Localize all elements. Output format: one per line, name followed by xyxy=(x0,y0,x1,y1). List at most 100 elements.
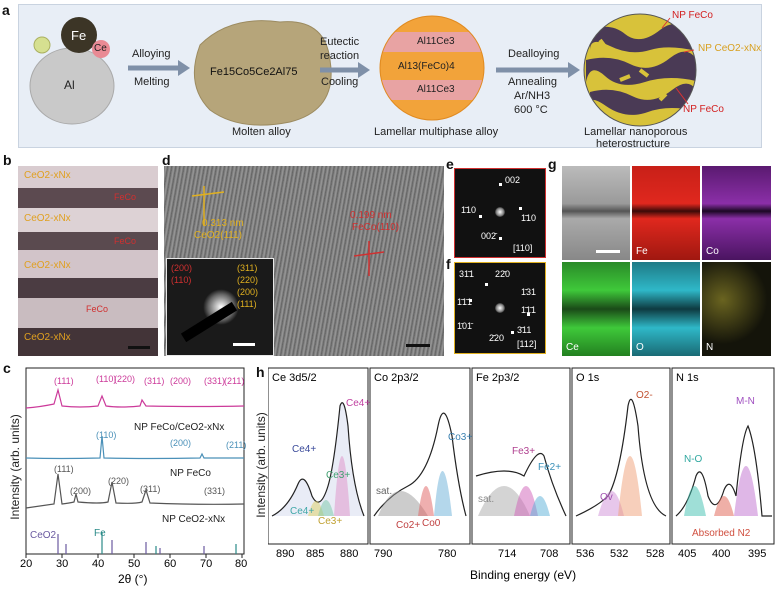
f-spot-2: 1̄31 xyxy=(521,287,537,297)
o-lbl-0: O2- xyxy=(636,390,653,401)
ce-label: Ce xyxy=(94,43,107,54)
n-lbl-0: N-O xyxy=(684,454,703,465)
panel-g-label: g xyxy=(548,156,557,172)
fe-lbl-2: Fe2+ xyxy=(538,462,562,473)
panel-e-fft: 002 1̄10 1̄10 002̄ [110] xyxy=(454,168,546,258)
panel-b-label: b xyxy=(3,152,12,168)
grey-peak-2: (220) xyxy=(108,476,130,486)
lamellar-band2: Al13(FeCo)4 xyxy=(398,61,455,72)
d-spacing-1: 0.313 nm xyxy=(202,218,244,229)
ce-lbl-0: Ce4+ xyxy=(292,444,317,455)
nano-label-bot: NP FeCo xyxy=(683,104,724,115)
step3-top: Dealloying xyxy=(508,48,560,60)
e-spot-110a: 1̄10 xyxy=(461,205,477,215)
ce-sphere-small xyxy=(33,36,51,54)
f-spot-0: 31̄1 xyxy=(459,269,475,279)
panel-a-label: a xyxy=(2,2,10,18)
trace-grey xyxy=(25,473,245,509)
nanoporous-sphere xyxy=(584,14,696,126)
lamellar-band3: Al11Ce3 xyxy=(417,84,455,95)
grey-peak-0: (111) xyxy=(54,464,74,474)
b-layer-2: CeO2-xNx xyxy=(24,213,71,224)
fe-label: Fe xyxy=(71,28,87,43)
xrd-xtick-50: 50 xyxy=(128,558,141,570)
xrd-xtick-40: 40 xyxy=(92,558,105,570)
co-lbl-2: Co2+ xyxy=(396,520,421,531)
blue-peak-1: (200) xyxy=(170,438,192,448)
panel-e-label: e xyxy=(446,156,454,172)
step2-bottom: Cooling xyxy=(321,76,359,88)
f-spot-3: 1̄1̄1 xyxy=(457,297,473,307)
pink-peak-0: (111) xyxy=(54,376,74,386)
xps-ylabel: Intensity (arb. units) xyxy=(254,412,268,518)
o-lbl-1: Ov xyxy=(600,492,613,503)
blue-peak-2: (211) xyxy=(226,440,247,450)
saed-left-2: (110) xyxy=(171,275,192,285)
xps-title-ce: Ce 3d5/2 xyxy=(272,372,317,384)
trace-pink xyxy=(25,387,245,409)
ref-label-ceo2: CeO2 xyxy=(30,530,57,541)
grey-peak-1: (200) xyxy=(70,486,92,496)
map-ce: Ce xyxy=(562,262,630,356)
nano-caption1: Lamellar nanoporous xyxy=(584,126,688,138)
panel-h-xps xyxy=(268,367,775,545)
step3-l3: 600 °C xyxy=(514,104,548,116)
panel-f-fft: 31̄1 22̄0 1̄31 1̄1̄1 1̄1̄1 1̄01̄ 2̄20 3̄… xyxy=(454,262,546,354)
fe-tick-0: 714 xyxy=(498,548,517,560)
o-tick-0: 536 xyxy=(576,548,595,560)
pink-peak-5: (331) xyxy=(204,376,226,386)
molten-formula: Fe15Co5Ce2Al75 xyxy=(210,66,298,78)
map-n: N xyxy=(702,262,771,356)
saed-right-4: (111) xyxy=(237,299,257,309)
xrd-xtick-60: 60 xyxy=(164,558,177,570)
pink-peak-1: (110) xyxy=(96,374,117,384)
molten-caption: Molten alloy xyxy=(232,126,291,138)
n-tick-2: 395 xyxy=(748,548,767,560)
fe-lbl-1: Fe3+ xyxy=(512,446,536,457)
nano-caption2: heterostructure xyxy=(596,138,670,150)
map-fe-label: Fe xyxy=(636,246,648,257)
map-o: O xyxy=(632,262,700,356)
panel-b-image: CeO2-xNx FeCo CeO2-xNx FeCo CeO2-xNx FeC… xyxy=(18,166,158,356)
molten-alloy-blob xyxy=(193,20,332,126)
f-spot-7: 3̄11 xyxy=(517,325,532,335)
b-layer-0: CeO2-xNx xyxy=(24,170,71,181)
f-spot-1: 22̄0 xyxy=(495,269,511,279)
xps-title-fe: Fe 2p3/2 xyxy=(476,372,520,384)
e-spot-002bar: 002̄ xyxy=(481,231,497,241)
step1-bottom: Melting xyxy=(134,76,170,88)
map-co-label: Co xyxy=(706,246,719,257)
saed-right-1: (311) xyxy=(237,263,258,273)
xrd-xtick-70: 70 xyxy=(200,558,213,570)
step1-top: Alloying xyxy=(132,48,171,60)
panel-c-label: c xyxy=(3,360,11,376)
b-layer-1: FeCo xyxy=(114,192,137,202)
co-tick-0: 790 xyxy=(374,548,393,560)
map-ce-label: Ce xyxy=(566,342,579,353)
fe-lbl-0: sat. xyxy=(478,494,495,505)
trace-blue xyxy=(25,435,244,460)
panel-d-image: 0.313 nm CeO2(111) 0.199 nm FeCo(110) (2… xyxy=(164,166,444,356)
f-zone: [112] xyxy=(517,339,537,349)
n-tick-1: 400 xyxy=(712,548,731,560)
d-scale-bar xyxy=(406,344,430,347)
grey-peak-3: (311) xyxy=(140,484,161,494)
d-spacing-2: 0.199 nm xyxy=(350,210,392,221)
panel-a-schematic xyxy=(29,13,697,127)
b-layer-6: CeO2-xNx xyxy=(24,332,71,343)
ce-tick-2: 880 xyxy=(340,548,359,560)
map-fe: Fe xyxy=(632,166,700,260)
co-tick-1: 780 xyxy=(438,548,457,560)
ce-sphere xyxy=(92,40,110,58)
f-spot-5: 1̄01̄ xyxy=(457,321,473,331)
ref-label-fe: Fe xyxy=(94,528,106,539)
map-haadf xyxy=(562,166,630,260)
pink-peak-6: (211) xyxy=(224,376,245,386)
d-plane-2: FeCo(110) xyxy=(352,222,400,233)
e-spot-002: 002 xyxy=(505,175,521,185)
xps-title-n: N 1s xyxy=(676,372,699,384)
trace-label-blue: NP FeCo xyxy=(170,468,211,479)
lamellar-sphere xyxy=(380,16,484,120)
n-lbl-2: Absorbed N2 xyxy=(692,528,751,539)
saed-scale-bar xyxy=(233,343,255,346)
